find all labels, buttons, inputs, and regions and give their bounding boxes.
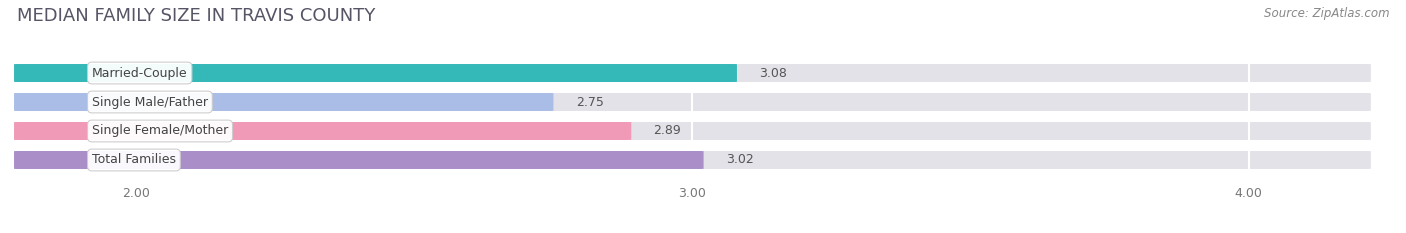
Text: Single Male/Father: Single Male/Father [91,96,208,109]
FancyBboxPatch shape [14,151,703,169]
FancyBboxPatch shape [14,93,1371,111]
Text: 3.08: 3.08 [759,66,787,79]
FancyBboxPatch shape [14,122,1371,140]
FancyBboxPatch shape [14,64,737,82]
Text: 3.02: 3.02 [725,154,754,167]
FancyBboxPatch shape [14,93,554,111]
Text: Total Families: Total Families [91,154,176,167]
Text: 2.89: 2.89 [654,124,682,137]
Text: Single Female/Mother: Single Female/Mother [91,124,228,137]
Text: 2.75: 2.75 [575,96,603,109]
FancyBboxPatch shape [14,64,1371,82]
Text: Source: ZipAtlas.com: Source: ZipAtlas.com [1264,7,1389,20]
Text: MEDIAN FAMILY SIZE IN TRAVIS COUNTY: MEDIAN FAMILY SIZE IN TRAVIS COUNTY [17,7,375,25]
Text: Married-Couple: Married-Couple [91,66,187,79]
FancyBboxPatch shape [14,122,631,140]
FancyBboxPatch shape [14,151,1371,169]
